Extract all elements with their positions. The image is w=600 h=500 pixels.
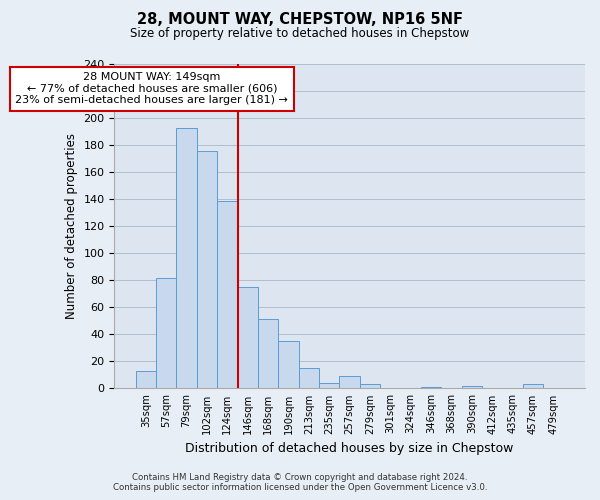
Bar [238,287,258,388]
Bar [156,278,176,388]
Bar [299,368,319,388]
X-axis label: Distribution of detached houses by size in Chepstow: Distribution of detached houses by size … [185,442,514,455]
Bar [176,128,197,388]
Bar [523,384,543,388]
Bar [197,150,217,388]
Bar [340,376,360,388]
Bar [461,386,482,388]
Bar [421,387,442,388]
Bar [217,200,238,388]
Bar [360,384,380,388]
Bar [319,383,340,388]
Bar [278,341,299,388]
Text: Size of property relative to detached houses in Chepstow: Size of property relative to detached ho… [130,28,470,40]
Text: 28 MOUNT WAY: 149sqm
← 77% of detached houses are smaller (606)
23% of semi-deta: 28 MOUNT WAY: 149sqm ← 77% of detached h… [16,72,289,106]
Bar [136,371,156,388]
Text: 28, MOUNT WAY, CHEPSTOW, NP16 5NF: 28, MOUNT WAY, CHEPSTOW, NP16 5NF [137,12,463,28]
Bar [258,320,278,388]
Text: Contains HM Land Registry data © Crown copyright and database right 2024.
Contai: Contains HM Land Registry data © Crown c… [113,473,487,492]
Y-axis label: Number of detached properties: Number of detached properties [65,133,77,319]
